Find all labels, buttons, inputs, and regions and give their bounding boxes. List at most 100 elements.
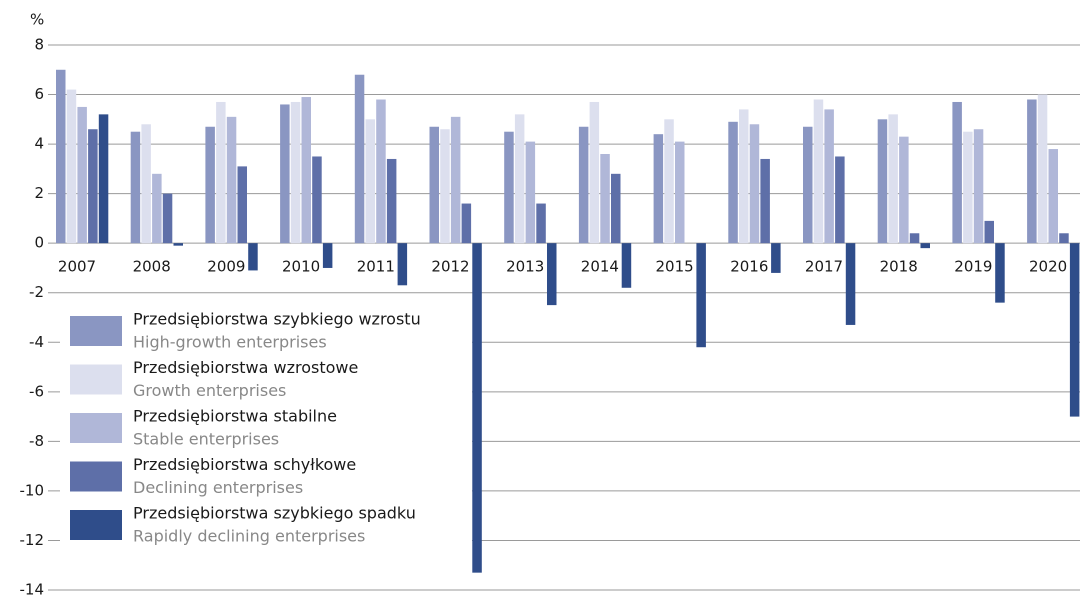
x-tick-label: 2008 — [133, 258, 171, 276]
bar — [216, 101, 226, 244]
bar — [899, 136, 909, 244]
legend-label: Przedsiębiorstwa schyłkowe — [133, 455, 356, 474]
bar — [696, 243, 706, 348]
y-tick-label: -4 — [29, 333, 44, 351]
y-tick-label: 0 — [34, 234, 44, 252]
bar — [973, 129, 984, 244]
bar — [909, 233, 920, 244]
bar — [354, 74, 365, 244]
y-tick-label: -14 — [20, 581, 45, 598]
bar — [611, 173, 621, 244]
x-tick-label: 2016 — [730, 258, 768, 276]
bar — [877, 119, 888, 244]
bar — [984, 220, 994, 244]
y-tick-label: 6 — [34, 85, 44, 103]
bar — [98, 114, 109, 244]
bar — [376, 99, 386, 244]
y-tick-label: -8 — [29, 432, 44, 450]
bar — [301, 97, 311, 244]
x-tick-label: 2013 — [506, 258, 544, 276]
bar — [653, 134, 664, 244]
bar — [760, 158, 770, 244]
legend-swatch — [70, 413, 122, 443]
bar — [1069, 243, 1080, 417]
bar — [130, 131, 141, 244]
legend-swatch — [70, 461, 122, 492]
legend-label: Przedsiębiorstwa szybkiego spadku — [133, 504, 416, 523]
x-tick-label: 2017 — [805, 258, 843, 276]
bar — [888, 114, 898, 244]
bar — [803, 126, 813, 244]
bar — [963, 131, 973, 244]
bar — [1048, 149, 1058, 244]
bar — [1027, 99, 1037, 244]
bar — [173, 243, 183, 246]
bar — [152, 173, 162, 244]
bar — [995, 243, 1005, 303]
bar — [813, 99, 824, 244]
bar — [525, 141, 536, 244]
bar — [621, 243, 632, 288]
bar — [547, 243, 557, 306]
bar — [845, 243, 856, 325]
legend-label: Przedsiębiorstwa szybkiego wzrostu — [133, 310, 421, 329]
y-unit: % — [30, 11, 44, 29]
bar — [589, 101, 600, 244]
bar — [365, 119, 375, 244]
bar — [88, 129, 98, 244]
bar — [312, 156, 322, 244]
bar — [952, 101, 962, 244]
bar — [771, 243, 781, 273]
legend-label-en: Growth enterprises — [133, 381, 286, 400]
bar — [322, 243, 333, 268]
legend-label-en: Rapidly declining enterprises — [133, 527, 365, 546]
bar — [749, 124, 760, 244]
bar — [472, 243, 482, 573]
y-tick-label: -10 — [20, 481, 45, 499]
legend-background — [60, 305, 472, 577]
bar — [600, 154, 610, 244]
x-tick-label: 2007 — [58, 258, 96, 276]
bar — [280, 104, 290, 244]
x-tick-label: 2012 — [431, 258, 469, 276]
legend-label: Przedsiębiorstwa wzrostowe — [133, 358, 358, 377]
y-tick-label: -6 — [29, 382, 44, 400]
bar — [461, 203, 472, 244]
y-tick-label: 4 — [34, 135, 44, 153]
bar — [77, 106, 87, 244]
bar — [141, 124, 151, 244]
legend-label-en: High-growth enterprises — [133, 333, 327, 352]
bar — [56, 69, 66, 244]
bar — [226, 116, 237, 244]
x-tick-label: 2020 — [1029, 258, 1067, 276]
bar — [237, 166, 247, 244]
x-tick-label: 2018 — [880, 258, 918, 276]
x-tick-label: 2011 — [357, 258, 395, 276]
x-tick-label: 2015 — [656, 258, 694, 276]
bar — [66, 89, 77, 244]
legend-label: Przedsiębiorstwa stabilne — [133, 407, 337, 426]
x-tick-label: 2009 — [207, 258, 245, 276]
x-tick-label: 2014 — [581, 258, 619, 276]
bar — [205, 126, 215, 244]
bar — [664, 119, 674, 244]
legend-label-en: Stable enterprises — [133, 430, 279, 449]
legend-label-en: Declining enterprises — [133, 478, 303, 497]
y-tick-label: -12 — [20, 531, 45, 549]
bar — [739, 109, 749, 244]
bar — [386, 158, 397, 244]
bar — [578, 126, 589, 244]
y-tick-label: 8 — [34, 36, 44, 54]
bar — [536, 203, 546, 244]
bar — [450, 116, 461, 244]
bar — [248, 243, 258, 271]
bar — [835, 156, 845, 244]
bar — [162, 193, 173, 244]
bar — [920, 243, 930, 249]
legend-swatch — [70, 364, 122, 395]
bar — [1037, 94, 1048, 244]
bar — [504, 131, 514, 244]
x-tick-label: 2019 — [954, 258, 992, 276]
legend-swatch — [70, 510, 122, 540]
